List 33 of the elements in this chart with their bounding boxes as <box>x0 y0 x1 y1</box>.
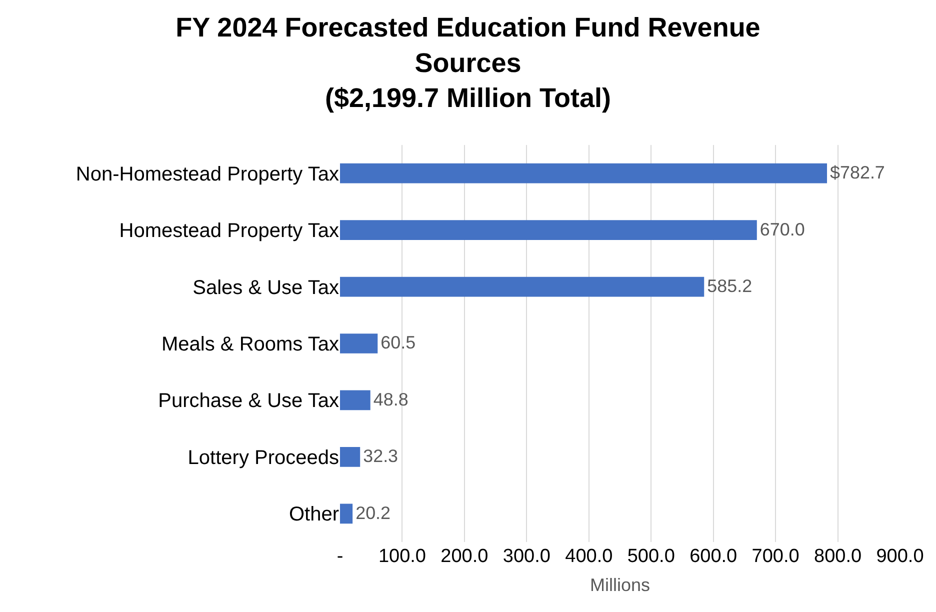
x-tick-label: 800.0 <box>814 546 862 567</box>
bar <box>340 447 360 467</box>
x-tick-label: 400.0 <box>565 546 613 567</box>
data-label: 32.3 <box>363 446 398 466</box>
x-tick-label: 500.0 <box>627 546 675 567</box>
data-label: $782.7 <box>830 162 885 183</box>
y-tick-label: Homestead Property Tax <box>119 220 339 242</box>
y-tick-label: Meals & Rooms Tax <box>162 334 339 356</box>
y-tick-label: Other <box>288 504 340 526</box>
x-axis-title: Millions <box>590 575 650 596</box>
data-label: 48.8 <box>373 389 408 410</box>
y-tick-label: Non-Homestead Property Tax <box>76 163 339 186</box>
data-label: 20.2 <box>356 502 391 523</box>
bar <box>340 163 828 184</box>
bar <box>340 276 704 297</box>
x-tick-label: 700.0 <box>752 546 800 567</box>
bar <box>340 220 757 240</box>
x-tick-label: 200.0 <box>440 546 488 567</box>
x-tick-label: - <box>336 546 344 567</box>
x-tick-label: 300.0 <box>502 546 550 567</box>
x-tick-label: 600.0 <box>690 546 738 567</box>
x-tick-label: 100.0 <box>378 546 426 567</box>
x-tick-label: 900.0 <box>876 546 924 567</box>
chart-title: FY 2024 Forecasted Education Fund Revenue Sources ($2,199.7 Million Total) <box>176 12 760 113</box>
bar <box>340 390 370 410</box>
data-label: 585.2 <box>707 276 752 296</box>
data-label: 670.0 <box>760 219 805 240</box>
y-tick-label: Sales & Use Tax <box>192 276 339 299</box>
bar <box>340 334 378 354</box>
y-tick-label: Purchase & Use Tax <box>158 390 339 412</box>
y-tick-label: Lottery Proceeds <box>188 446 339 469</box>
data-label: 60.5 <box>380 332 416 353</box>
bar <box>340 504 353 524</box>
